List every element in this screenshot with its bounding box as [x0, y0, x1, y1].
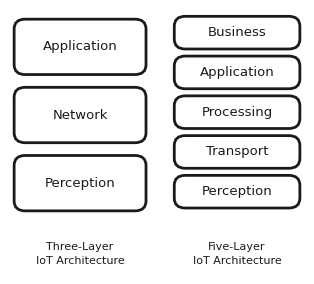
Text: Application: Application	[43, 40, 117, 53]
Text: Transport: Transport	[206, 145, 268, 158]
FancyBboxPatch shape	[174, 96, 300, 128]
Text: Three-Layer
IoT Architecture: Three-Layer IoT Architecture	[36, 242, 124, 266]
Text: Business: Business	[208, 26, 267, 39]
FancyBboxPatch shape	[174, 56, 300, 89]
Text: Application: Application	[200, 66, 274, 79]
FancyBboxPatch shape	[14, 19, 146, 75]
Text: Perception: Perception	[202, 185, 273, 198]
FancyBboxPatch shape	[174, 16, 300, 49]
Text: Perception: Perception	[45, 177, 116, 190]
FancyBboxPatch shape	[14, 87, 146, 143]
FancyBboxPatch shape	[14, 156, 146, 211]
Text: Processing: Processing	[202, 106, 273, 119]
Text: Five-Layer
IoT Architecture: Five-Layer IoT Architecture	[193, 242, 281, 266]
Text: Network: Network	[52, 108, 108, 122]
FancyBboxPatch shape	[174, 175, 300, 208]
FancyBboxPatch shape	[174, 135, 300, 168]
